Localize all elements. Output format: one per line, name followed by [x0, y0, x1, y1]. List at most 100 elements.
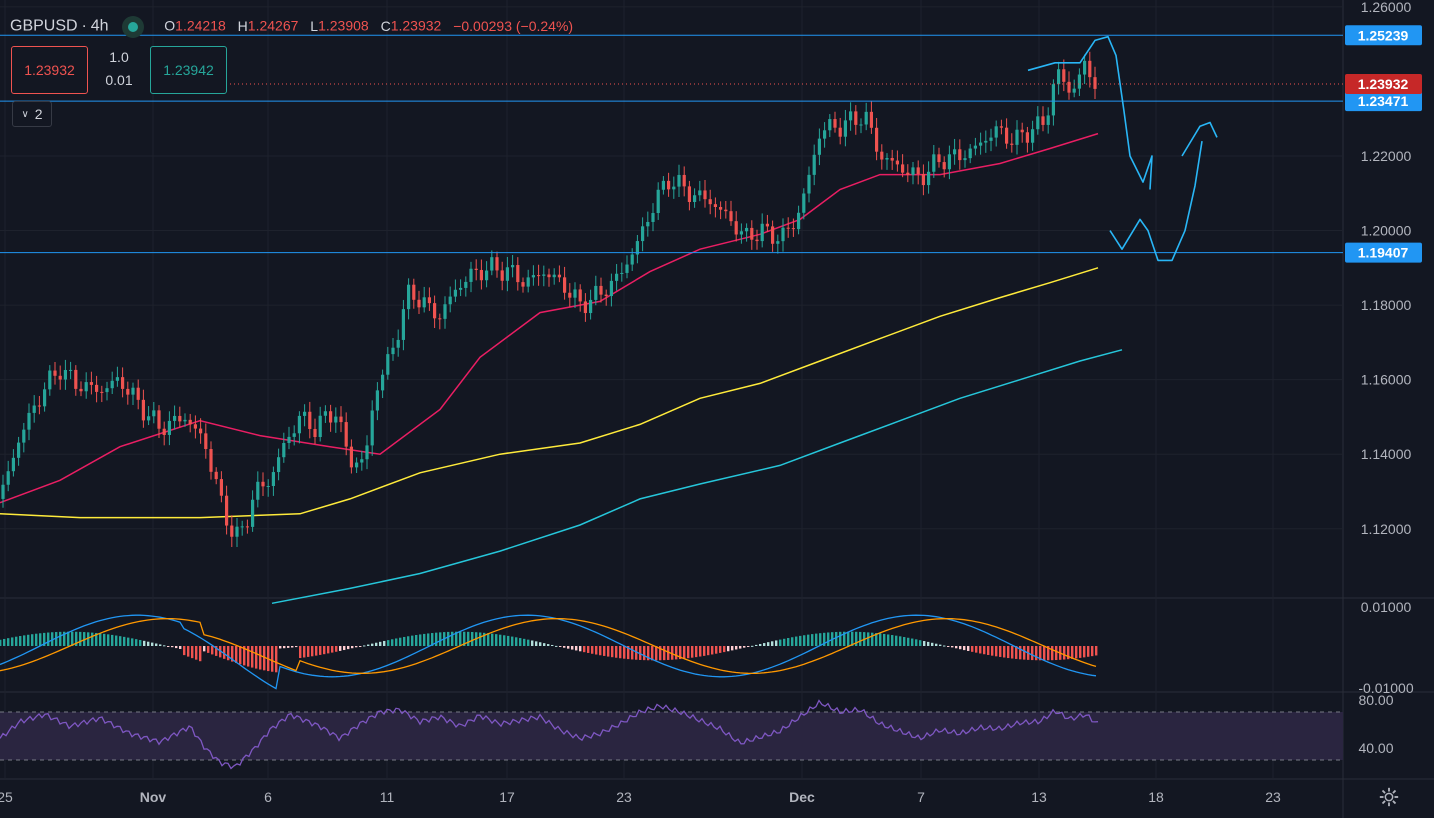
- macd-histogram-bar: [1003, 646, 1006, 658]
- macd-histogram-bar: [959, 646, 962, 650]
- drawing-stroke-up: [1109, 140, 1203, 262]
- lot-size[interactable]: 1.0: [109, 49, 129, 65]
- macd-histogram-bar: [763, 643, 766, 646]
- macd-histogram-bar: [203, 646, 206, 652]
- candle-body: [760, 223, 764, 242]
- macd-histogram-bar: [479, 632, 482, 646]
- macd-histogram-bar: [219, 646, 222, 658]
- horizontal-line-price-label: 1.23471: [1358, 93, 1409, 109]
- macd-histogram-bar: [987, 646, 990, 655]
- candle-body: [656, 189, 660, 214]
- x-tick-label: 18: [1148, 789, 1164, 805]
- moving-averages: [0, 132, 1123, 605]
- candle-body: [27, 412, 31, 430]
- candle-body: [994, 126, 998, 138]
- gear-icon[interactable]: [1378, 786, 1400, 808]
- candle-body: [131, 387, 135, 395]
- macd-histogram-bar: [119, 636, 122, 646]
- macd-histogram-bar: [1019, 646, 1022, 660]
- candle-body: [407, 284, 411, 310]
- candle-body: [895, 160, 899, 165]
- candle-body: [854, 111, 858, 125]
- candle-body: [438, 318, 442, 320]
- macd-histogram-bar: [51, 632, 54, 646]
- macd-histogram-bar: [807, 634, 810, 646]
- macd-histogram-bar: [15, 636, 18, 646]
- interval-label[interactable]: 4h: [90, 17, 109, 35]
- macd-histogram-bar: [231, 646, 234, 662]
- macd-histogram-bar: [919, 640, 922, 646]
- candle-body: [178, 415, 182, 422]
- quantity-stepper[interactable]: 1.0 0.01: [97, 46, 141, 92]
- macd-histogram-bar: [895, 635, 898, 646]
- candle-body: [516, 265, 520, 283]
- macd-histogram-bar: [835, 631, 838, 646]
- macd-histogram-bar: [743, 646, 746, 648]
- candle-body: [417, 299, 421, 308]
- candle-body: [6, 471, 10, 485]
- candle-body: [968, 148, 972, 159]
- candle-body: [594, 285, 598, 300]
- macd-histogram-bar: [859, 631, 862, 646]
- macd-histogram-bar: [1075, 646, 1078, 659]
- macd-histogram-bar: [727, 646, 730, 652]
- candle-body: [297, 415, 301, 434]
- macd-histogram-bar: [883, 633, 886, 646]
- candle-body: [282, 443, 286, 458]
- sell-button[interactable]: 1.23932: [11, 46, 88, 94]
- candle-body: [225, 495, 229, 526]
- change-value: −0.00293 (−0.24%): [453, 17, 574, 34]
- macd-histogram-bar: [3, 638, 6, 646]
- macd-histogram-bar: [887, 634, 890, 646]
- candle-body: [589, 299, 593, 314]
- buy-button[interactable]: 1.23942: [150, 46, 227, 94]
- candle-body: [1046, 115, 1050, 125]
- indicators-toggle-button[interactable]: ∨ 2: [12, 101, 52, 127]
- axes: 25 Nov 6 11 17 23 Dec 7 13 18 23 1.26000 1.22000 1.20…: [0, 0, 1412, 805]
- macd-histogram-bar: [955, 646, 958, 649]
- candle-body: [547, 274, 551, 278]
- candle-body: [667, 180, 671, 190]
- candle-body: [63, 370, 67, 380]
- candle-body: [511, 265, 515, 268]
- candle-body: [937, 154, 941, 163]
- candle-body: [365, 445, 369, 460]
- macd-histogram-bar: [1043, 646, 1046, 661]
- legend-ohlc: GBPUSD · 4h O1.24218 H1.24267 L1.23908 C…: [10, 16, 573, 38]
- macd-histogram-bar: [703, 646, 706, 656]
- candle-body: [890, 157, 894, 161]
- candle-body: [287, 436, 291, 444]
- candle-body: [505, 267, 509, 281]
- freehand-drawing[interactable]: [1027, 35, 1218, 262]
- candle-body: [240, 526, 244, 528]
- close-label: C: [380, 17, 391, 34]
- macd-histogram-bar: [759, 643, 762, 646]
- low-label: L: [310, 17, 319, 34]
- candle-body: [58, 375, 62, 380]
- macd-histogram-bar: [0, 639, 2, 646]
- macd-histogram-bar: [311, 646, 314, 657]
- candle-body: [401, 309, 405, 340]
- candle-body: [360, 459, 364, 463]
- horizontal-lines[interactable]: 1.25239 1.23471 1.19407 1.23932: [0, 25, 1422, 263]
- macd-histogram-bar: [415, 634, 418, 646]
- indicators-count: 2: [34, 106, 43, 122]
- macd-histogram-bar: [659, 646, 662, 661]
- macd-histogram-bar: [907, 637, 910, 646]
- candle-body: [121, 377, 125, 389]
- candle-body: [771, 226, 775, 244]
- macd-histogram-bar: [667, 646, 670, 660]
- macd-histogram-bar: [1039, 646, 1042, 661]
- macd-histogram-bar: [567, 646, 570, 649]
- candle-body: [188, 419, 192, 425]
- macd-histogram-bar: [55, 632, 58, 646]
- candle-body: [381, 374, 385, 391]
- macd-histogram-bar: [123, 636, 126, 646]
- macd-histogram-bar: [435, 632, 438, 646]
- candle-body: [1010, 143, 1014, 145]
- candle-body: [349, 446, 353, 468]
- symbol-name[interactable]: GBPUSD: [10, 17, 78, 35]
- market-status-icon: [122, 16, 145, 38]
- macd-histogram-bar: [179, 646, 182, 650]
